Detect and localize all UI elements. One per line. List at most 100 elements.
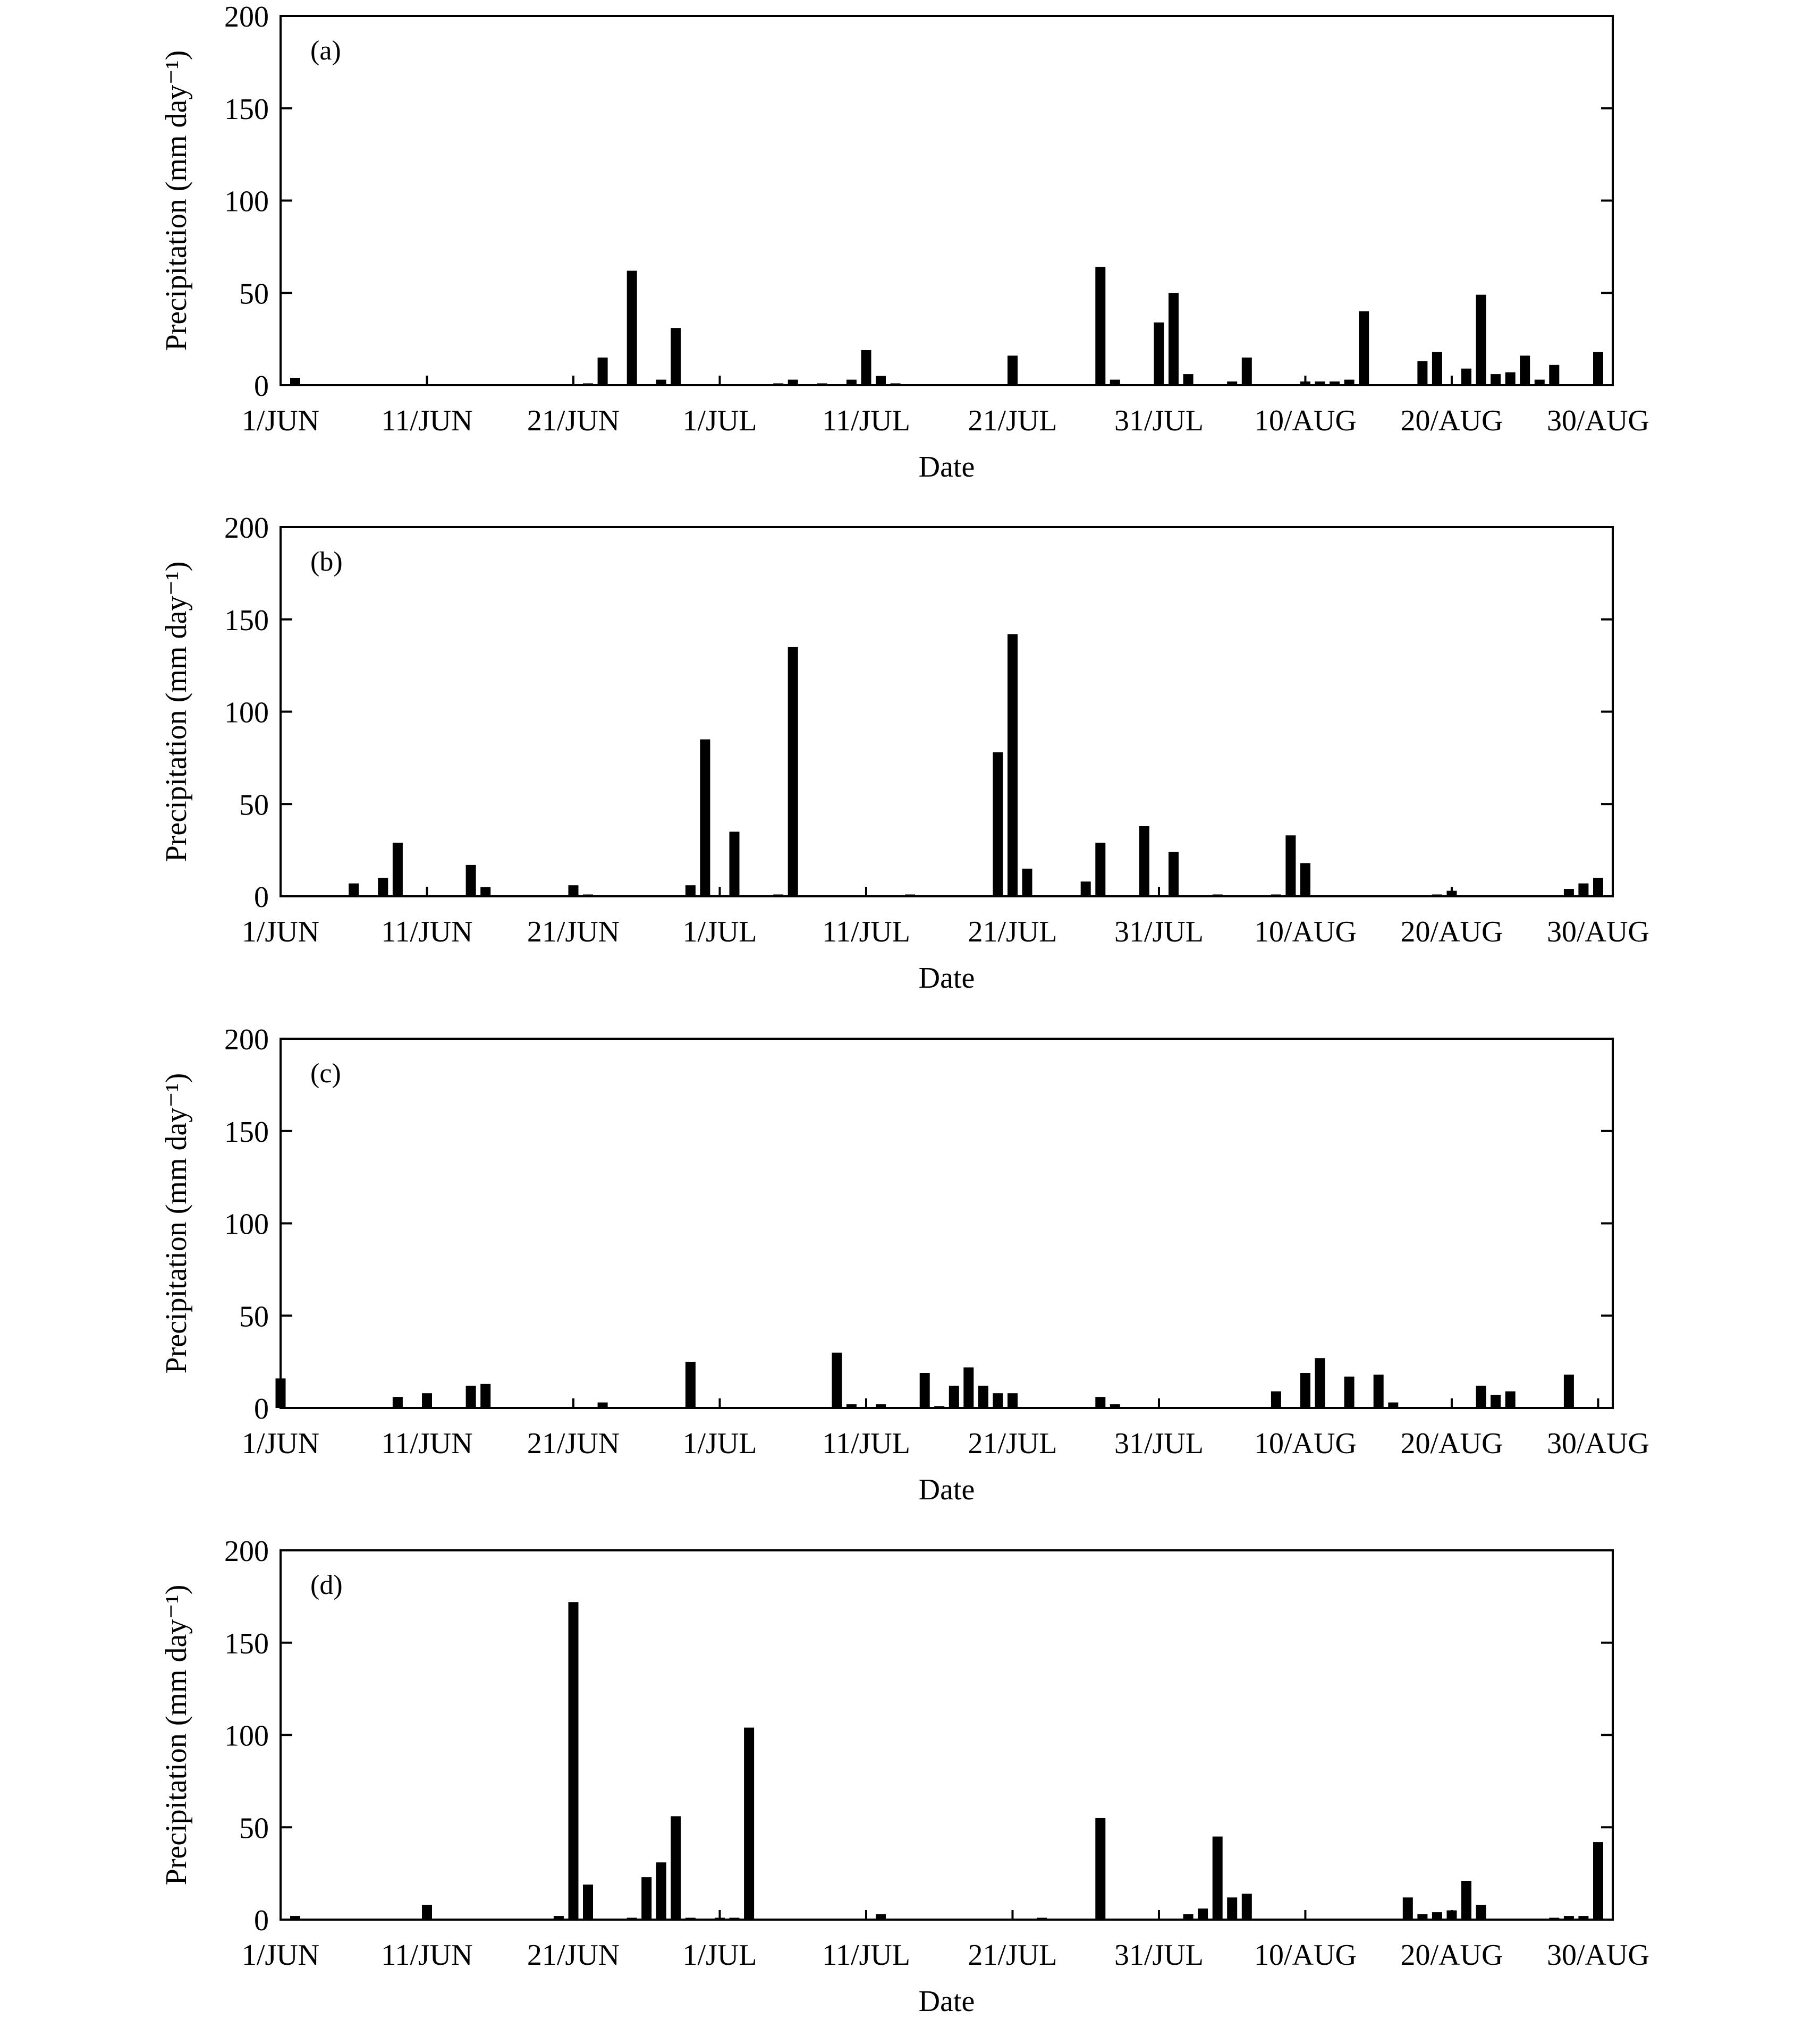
bar-mark bbox=[1534, 379, 1545, 385]
y-tick-label: 0 bbox=[254, 881, 269, 914]
bar-mark bbox=[1183, 1914, 1193, 1920]
bar-mark bbox=[1344, 1376, 1355, 1408]
bar-mark bbox=[671, 328, 681, 385]
x-tick-label: 21/JUL bbox=[968, 1427, 1057, 1460]
x-tick-label: 11/JUN bbox=[381, 404, 472, 437]
bar-mark bbox=[1095, 1397, 1106, 1408]
x-tick-label: 31/JUL bbox=[1114, 915, 1204, 948]
bar-mark bbox=[729, 831, 740, 896]
x-tick-label: 11/JUL bbox=[822, 1427, 910, 1460]
bar-mark bbox=[553, 1916, 564, 1920]
plot-frame bbox=[280, 1549, 1614, 1921]
bar-mark bbox=[1578, 1916, 1589, 1920]
x-axis-title: Date bbox=[919, 962, 975, 995]
x-tick-label: 11/JUL bbox=[822, 915, 910, 948]
bar-mark bbox=[1271, 1391, 1281, 1408]
x-tick-label: 21/JUL bbox=[968, 1939, 1057, 1972]
y-tick-label: 200 bbox=[224, 512, 269, 545]
bar-mark bbox=[1139, 826, 1149, 896]
x-tick-label: 11/JUN bbox=[381, 1939, 472, 1972]
panel-label: (d) bbox=[310, 1570, 343, 1600]
bar-mark bbox=[1008, 355, 1018, 385]
bar-mark bbox=[1520, 355, 1530, 385]
panel-label: (c) bbox=[310, 1058, 341, 1089]
x-tick-label: 31/JUL bbox=[1114, 1939, 1204, 1972]
y-tick-label: 100 bbox=[224, 1720, 269, 1753]
bar-mark bbox=[568, 1602, 579, 1920]
bar-mark bbox=[1491, 1395, 1501, 1408]
x-tick-label: 11/JUN bbox=[381, 1427, 472, 1460]
bar-mark bbox=[1417, 1914, 1428, 1920]
bar-mark bbox=[1110, 379, 1120, 385]
bar-mark bbox=[685, 885, 696, 896]
y-tick-label: 100 bbox=[224, 1208, 269, 1241]
x-tick-label: 11/JUL bbox=[822, 404, 910, 437]
plot-frame bbox=[280, 526, 1614, 897]
bar-mark bbox=[978, 1386, 988, 1408]
x-tick-label: 10/AUG bbox=[1254, 1939, 1357, 1972]
bar-mark bbox=[465, 1386, 476, 1408]
bar-mark bbox=[1110, 1404, 1120, 1408]
bar-mark bbox=[846, 379, 857, 385]
x-tick-label: 1/JUN bbox=[242, 1939, 319, 1972]
y-tick-label: 100 bbox=[224, 697, 269, 729]
y-tick-label: 150 bbox=[224, 604, 269, 637]
bar-mark bbox=[290, 378, 300, 385]
bar-mark bbox=[1359, 311, 1369, 385]
x-tick-label: 21/JUN bbox=[527, 1939, 620, 1972]
x-tick-label: 30/AUG bbox=[1547, 404, 1649, 437]
bar-mark bbox=[1461, 1881, 1471, 1920]
x-tick-label: 21/JUN bbox=[527, 1427, 620, 1460]
bar-mark bbox=[1095, 267, 1106, 385]
y-tick-label: 150 bbox=[224, 1116, 269, 1149]
bar-mark bbox=[1080, 881, 1091, 896]
bar-mark bbox=[700, 739, 710, 896]
bar-mark bbox=[1432, 352, 1442, 385]
y-tick-label: 150 bbox=[224, 93, 269, 126]
y-tick-label: 150 bbox=[224, 1627, 269, 1660]
x-tick-label: 30/AUG bbox=[1547, 915, 1649, 948]
chart-panel-b: 0 50 100 150 200 1/JUN 11/JUN 21/JUN 1/JUL 11/JUL… bbox=[160, 512, 1649, 995]
bar-mark bbox=[832, 1352, 842, 1408]
x-tick-label: 11/JUN bbox=[381, 915, 472, 948]
y-axis-title: Precipitation (mm day⁻¹) bbox=[160, 562, 193, 862]
x-tick-label: 30/AUG bbox=[1547, 1939, 1649, 1972]
x-tick-label: 31/JUL bbox=[1114, 1427, 1204, 1460]
bar-mark bbox=[290, 1916, 300, 1920]
x-tick-label: 1/JUL bbox=[682, 915, 757, 948]
y-tick-label: 0 bbox=[254, 1904, 269, 1937]
x-axis-title: Date bbox=[919, 1985, 975, 2018]
bar-mark bbox=[1505, 1391, 1516, 1408]
bar-mark bbox=[583, 1885, 593, 1920]
x-tick-label: 20/AUG bbox=[1401, 1939, 1503, 1972]
bar-mark bbox=[1022, 868, 1032, 896]
bar-mark bbox=[1476, 294, 1486, 385]
x-axis-title: Date bbox=[919, 451, 975, 483]
bar-mark bbox=[1593, 1842, 1603, 1920]
y-tick-label: 0 bbox=[254, 1393, 269, 1425]
bar-mark bbox=[1476, 1386, 1486, 1408]
bar-mark bbox=[1212, 1836, 1223, 1920]
bar-mark bbox=[671, 1816, 681, 1920]
chart-panel-a: 0 50 100 150 200 1/JUN 11/JUN 21/JUN 1/JUL 11/JUL… bbox=[160, 1, 1649, 483]
bar-mark bbox=[1198, 1908, 1208, 1920]
bar-mark bbox=[685, 1362, 696, 1408]
bar-mark bbox=[656, 379, 666, 385]
bar-mark bbox=[1095, 1818, 1106, 1920]
bar-mark bbox=[1491, 374, 1501, 385]
bar-mark bbox=[1593, 352, 1603, 385]
y-tick-label: 200 bbox=[224, 1023, 269, 1056]
bar-mark bbox=[846, 1404, 857, 1408]
y-tick-label: 200 bbox=[224, 1, 269, 33]
x-tick-label: 11/JUL bbox=[822, 1939, 910, 1972]
x-tick-label: 20/AUG bbox=[1401, 915, 1503, 948]
x-tick-label: 10/AUG bbox=[1254, 915, 1357, 948]
bar-mark bbox=[1549, 364, 1560, 385]
y-tick-label: 50 bbox=[239, 788, 269, 821]
y-tick-label: 200 bbox=[224, 1535, 269, 1568]
bar-mark bbox=[1300, 863, 1310, 896]
y-tick-label: 50 bbox=[239, 1812, 269, 1845]
x-tick-label: 1/JUN bbox=[242, 915, 319, 948]
bar-mark bbox=[963, 1367, 974, 1408]
